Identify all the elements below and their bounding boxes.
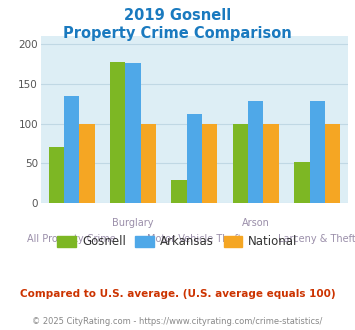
Text: 2019 Gosnell: 2019 Gosnell — [124, 8, 231, 23]
Bar — [79, 124, 94, 203]
Legend: Gosnell, Arkansas, National: Gosnell, Arkansas, National — [53, 231, 302, 253]
Bar — [110, 62, 125, 203]
Bar — [171, 180, 187, 203]
Text: Motor Vehicle Theft: Motor Vehicle Theft — [147, 234, 242, 244]
Bar — [233, 124, 248, 203]
Bar — [294, 162, 310, 203]
Bar — [187, 114, 202, 203]
Bar — [202, 124, 217, 203]
Text: Property Crime Comparison: Property Crime Comparison — [63, 26, 292, 41]
Bar — [64, 96, 79, 203]
Bar — [125, 63, 141, 203]
Text: Compared to U.S. average. (U.S. average equals 100): Compared to U.S. average. (U.S. average … — [20, 289, 335, 299]
Bar — [141, 124, 156, 203]
Text: Arson: Arson — [242, 218, 270, 228]
Bar — [310, 101, 325, 203]
Bar — [325, 124, 340, 203]
Bar — [248, 101, 263, 203]
Text: © 2025 CityRating.com - https://www.cityrating.com/crime-statistics/: © 2025 CityRating.com - https://www.city… — [32, 317, 323, 326]
Text: Burglary: Burglary — [112, 218, 154, 228]
Bar — [49, 148, 64, 203]
Bar — [263, 124, 279, 203]
Text: Larceny & Theft: Larceny & Theft — [278, 234, 355, 244]
Text: All Property Crime: All Property Crime — [27, 234, 116, 244]
